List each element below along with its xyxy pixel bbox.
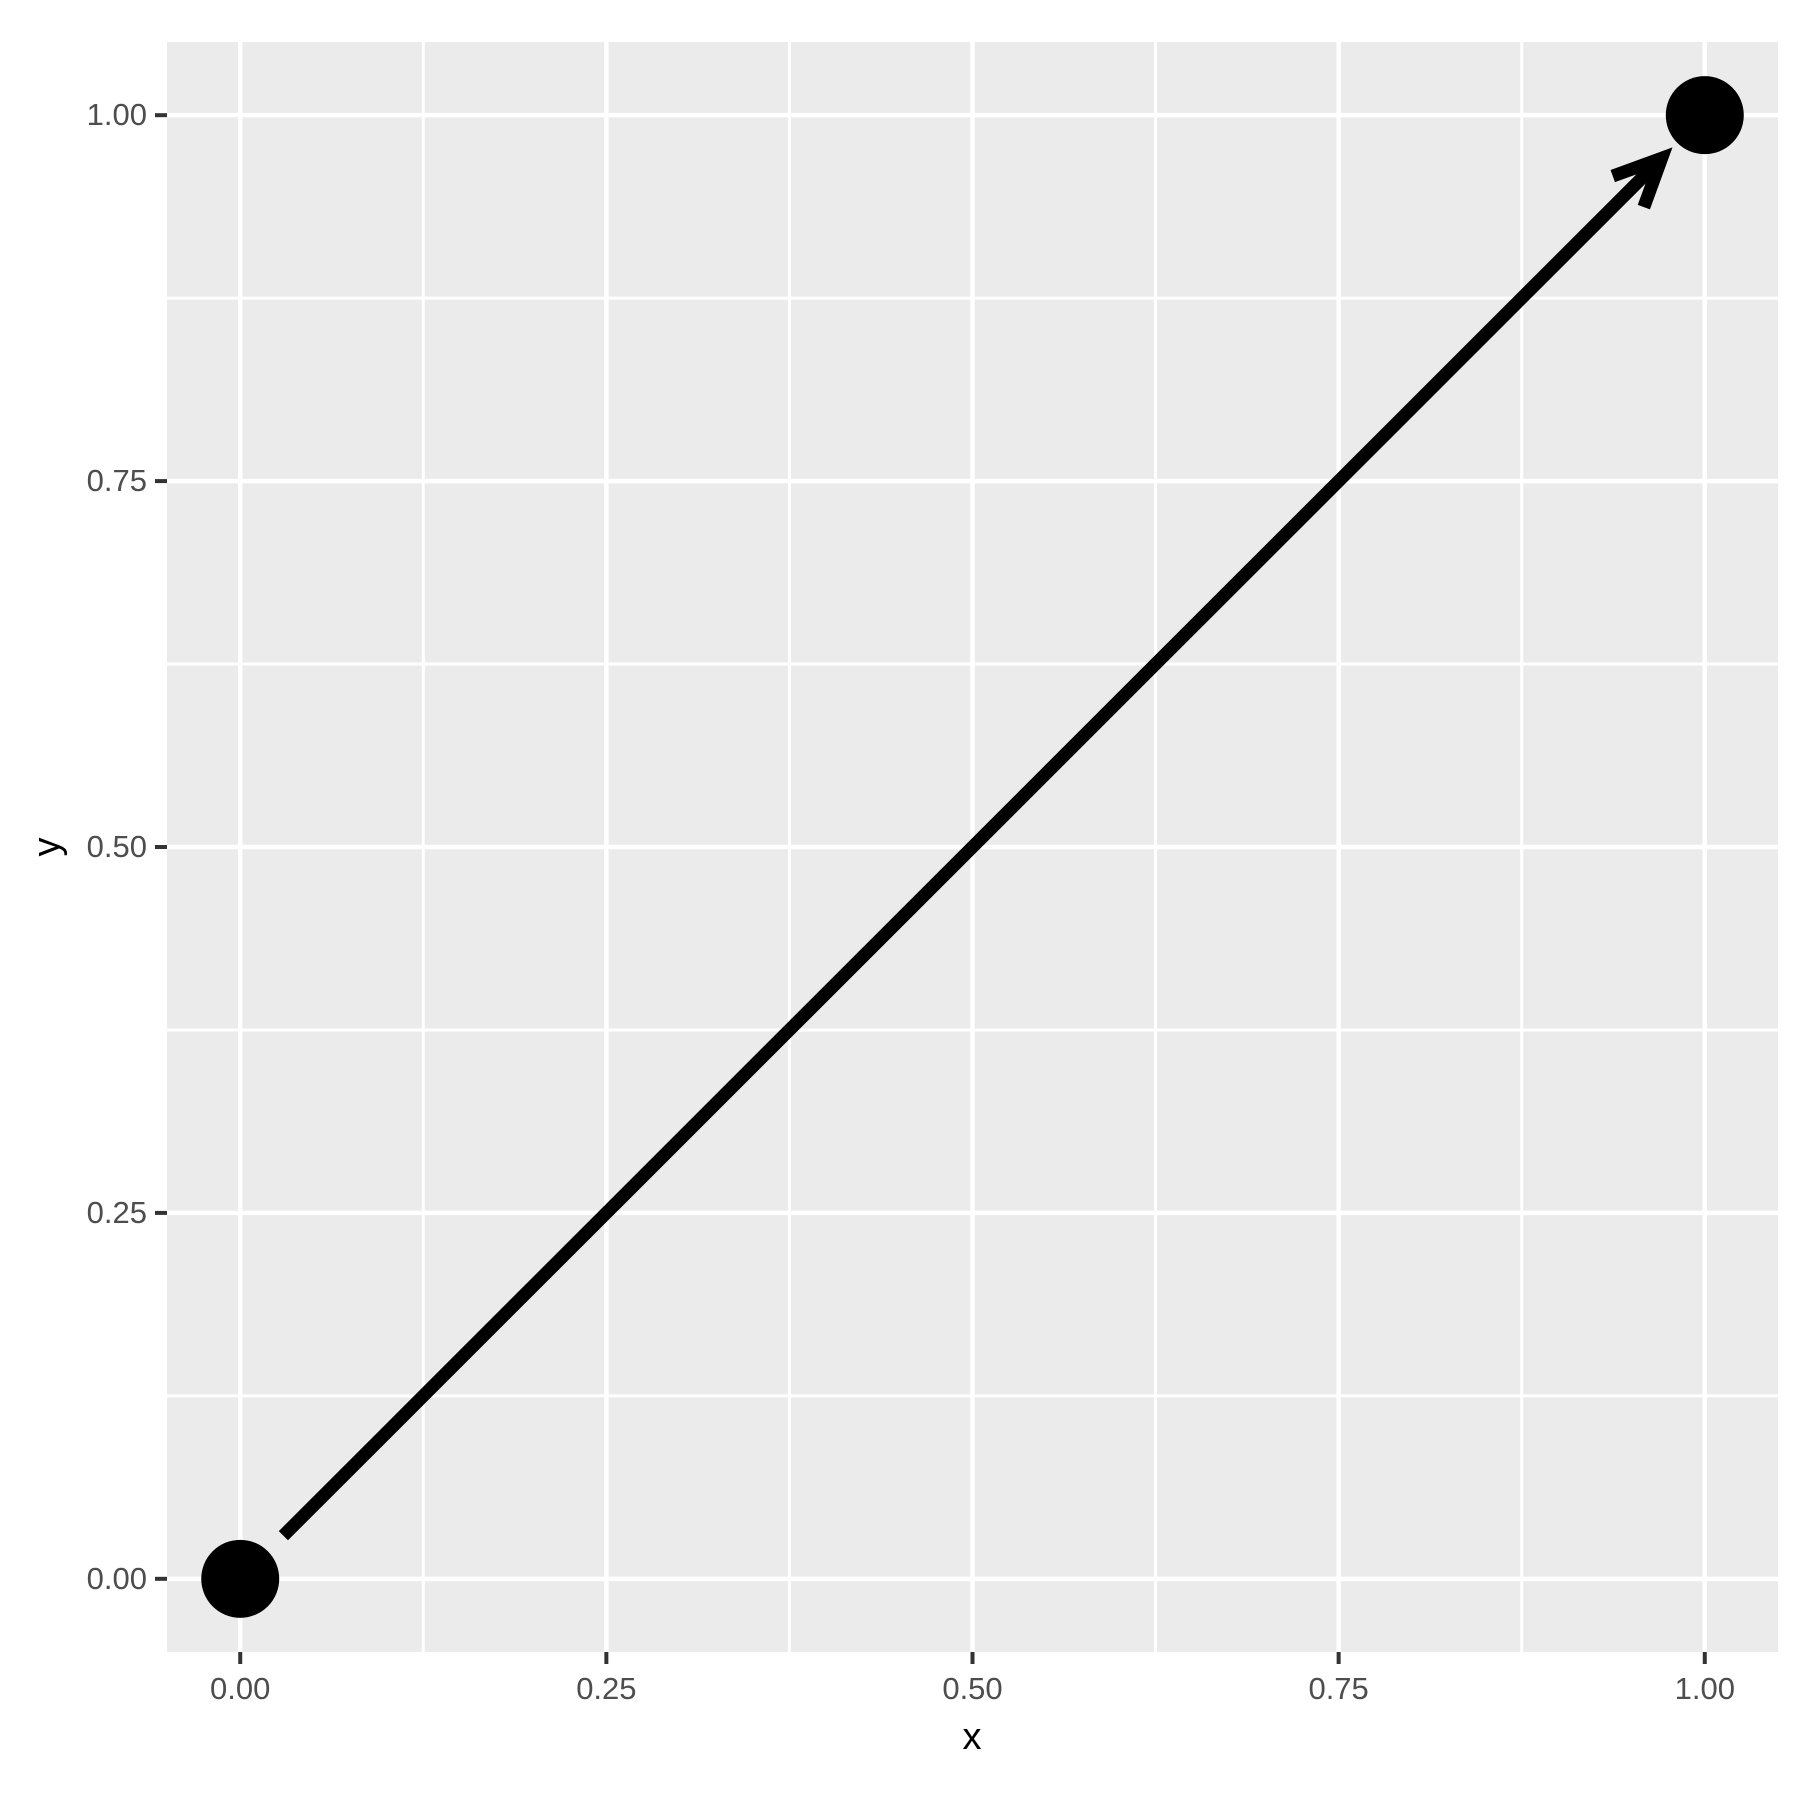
y-tick-label: 0.50 (86, 829, 147, 864)
x-axis-title: x (962, 1716, 982, 1758)
x-tick-label: 0.25 (576, 1671, 637, 1706)
x-tick-label: 0.00 (210, 1671, 271, 1706)
y-tick-label: 1.00 (86, 97, 147, 133)
data-point (1665, 76, 1744, 155)
arrow-line (278, 153, 1667, 1541)
x-tick-label: 0.50 (942, 1671, 1003, 1706)
y-tick-label: 0.75 (86, 463, 147, 499)
y-tick-label: 0.25 (86, 1194, 147, 1230)
y-tick-label: 0.00 (86, 1560, 147, 1596)
x-tick-label: 1.00 (1674, 1671, 1735, 1706)
data-point (201, 1539, 280, 1618)
y-axis-title: y (26, 837, 68, 857)
arrow-head (1610, 147, 1673, 210)
x-tick-label: 0.75 (1308, 1671, 1369, 1706)
